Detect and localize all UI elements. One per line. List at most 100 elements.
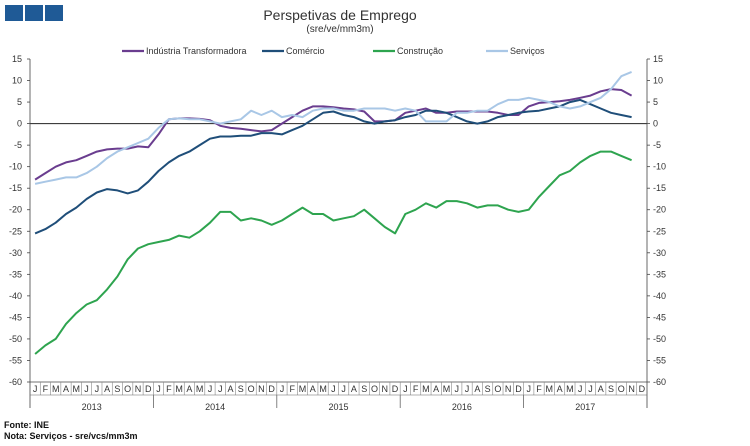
month-label: J	[156, 384, 161, 394]
month-label: J	[578, 384, 583, 394]
month-label: O	[124, 384, 131, 394]
logo-block	[5, 5, 23, 21]
month-label: N	[258, 384, 265, 394]
month-label: A	[186, 384, 192, 394]
chart-axes: 15 15 10 10 5 5 0 0 -5 -5 -10 -10 -15 -15 -20 -20 -25 -25…	[9, 54, 666, 412]
y-tick-label-left: 10	[12, 76, 22, 86]
month-label: N	[505, 384, 512, 394]
month-label: D	[145, 384, 152, 394]
y-tick-label-right: -55	[653, 355, 666, 365]
y-tick-label-left: -5	[14, 140, 22, 150]
month-label: D	[268, 384, 275, 394]
y-tick-label-right: -20	[653, 205, 666, 215]
month-label: N	[135, 384, 142, 394]
month-label: D	[639, 384, 646, 394]
y-tick-label-left: -55	[9, 355, 22, 365]
legend-label: Construção	[397, 46, 443, 56]
y-tick-label-right: -10	[653, 162, 666, 172]
source-note: Fonte: INE	[4, 420, 49, 430]
y-tick-label-right: 0	[653, 119, 658, 129]
month-label: O	[494, 384, 501, 394]
y-tick-label-right: -60	[653, 377, 666, 387]
month-label: J	[84, 384, 89, 394]
month-label: J	[33, 384, 38, 394]
month-label: M	[422, 384, 430, 394]
month-label: J	[208, 384, 213, 394]
month-label: M	[319, 384, 327, 394]
month-label: F	[536, 384, 542, 394]
month-label: F	[413, 384, 419, 394]
legend-label: Comércio	[286, 46, 325, 56]
y-tick-label-right: -50	[653, 334, 666, 344]
y-tick-label-left: -40	[9, 291, 22, 301]
y-tick-label-left: 15	[12, 54, 22, 64]
y-tick-label-left: -20	[9, 205, 22, 215]
month-label: J	[465, 384, 470, 394]
series-line-servi-os	[34, 70, 632, 185]
legend-label: Indústria Transformadora	[146, 46, 247, 56]
month-label: A	[104, 384, 110, 394]
brand-logo	[5, 5, 63, 21]
chart-series	[34, 70, 633, 355]
month-label: M	[443, 384, 451, 394]
logo-block	[25, 5, 43, 21]
year-label: 2014	[205, 402, 225, 412]
y-tick-label-left: -15	[9, 183, 22, 193]
month-label: M	[196, 384, 204, 394]
month-label: A	[474, 384, 480, 394]
month-label: J	[588, 384, 593, 394]
y-tick-label-right: -25	[653, 226, 666, 236]
y-tick-label-right: -15	[653, 183, 666, 193]
month-label: J	[331, 384, 336, 394]
month-label: J	[455, 384, 460, 394]
y-tick-label-left: -35	[9, 269, 22, 279]
footnote: Nota: Serviços - sre/vcs/mm3m	[4, 431, 138, 441]
month-label: F	[43, 384, 49, 394]
y-tick-label-left: -30	[9, 248, 22, 258]
month-label: S	[361, 384, 367, 394]
chart-title: Perspetivas de Emprego	[263, 7, 417, 23]
y-tick-label-right: -40	[653, 291, 666, 301]
month-label: M	[546, 384, 554, 394]
y-tick-label-right: 5	[653, 97, 658, 107]
chart-legend: Indústria Transformadora Comércio Construç…	[122, 46, 545, 56]
month-label: J	[218, 384, 223, 394]
month-label: A	[557, 384, 563, 394]
chart-subtitle: (sre/ve/mm3m)	[306, 24, 374, 35]
series-line-ind-stria-transformadora	[34, 88, 633, 181]
y-tick-label-left: -25	[9, 226, 22, 236]
month-label: F	[166, 384, 172, 394]
year-label: 2017	[575, 402, 595, 412]
y-tick-label-left: -45	[9, 312, 22, 322]
month-label: O	[371, 384, 378, 394]
series-line-com-rcio	[34, 98, 632, 235]
month-label: N	[628, 384, 635, 394]
legend-label: Serviços	[510, 46, 545, 56]
month-label: M	[175, 384, 183, 394]
month-label: O	[248, 384, 255, 394]
y-tick-label-right: 10	[653, 76, 663, 86]
y-tick-label-right: -45	[653, 312, 666, 322]
month-label: A	[351, 384, 357, 394]
month-label: S	[114, 384, 120, 394]
y-tick-label-right: -30	[653, 248, 666, 258]
y-tick-label-right: 15	[653, 54, 663, 64]
month-label: O	[618, 384, 625, 394]
year-label: 2015	[328, 402, 348, 412]
month-label: J	[526, 384, 531, 394]
month-label: A	[433, 384, 439, 394]
month-label: J	[95, 384, 100, 394]
month-label: J	[341, 384, 346, 394]
month-label: F	[289, 384, 295, 394]
y-tick-label-left: 0	[17, 119, 22, 129]
month-label: S	[238, 384, 244, 394]
y-tick-label-left: -10	[9, 162, 22, 172]
year-label: 2016	[452, 402, 472, 412]
month-label: D	[515, 384, 522, 394]
month-label: S	[485, 384, 491, 394]
month-label: M	[566, 384, 574, 394]
month-label: S	[608, 384, 614, 394]
logo-block	[45, 5, 63, 21]
month-label: J	[280, 384, 285, 394]
month-label: M	[52, 384, 60, 394]
